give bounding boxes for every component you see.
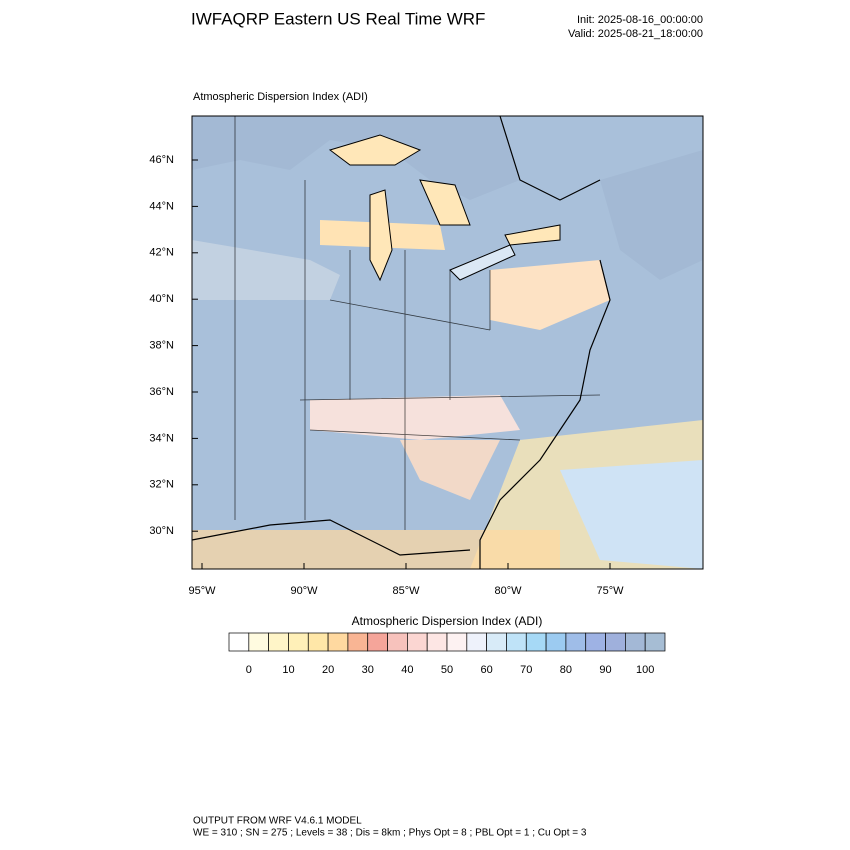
colorbar: 0 10 20 30 40 50 60 70 80 90 100 <box>228 632 666 676</box>
colorbar-box <box>545 632 567 652</box>
lat-label: 46°N <box>149 154 174 166</box>
colorbar-label: 40 <box>401 664 413 676</box>
map-frame <box>191 115 704 570</box>
lat-label: 44°N <box>149 200 174 212</box>
state-borders <box>234 116 601 530</box>
lake-ontario <box>504 224 561 246</box>
colorbar-label: 90 <box>599 664 611 676</box>
colorbar-box <box>228 632 250 652</box>
map <box>191 115 704 570</box>
lat-label: 40°N <box>149 293 174 305</box>
lake-michigan <box>369 189 393 282</box>
map-subtitle: Atmospheric Dispersion Index (ADI) <box>193 91 368 103</box>
colorbar-box <box>347 632 369 652</box>
colorbar-box <box>644 632 666 652</box>
coastline <box>191 115 611 569</box>
colorbar-box <box>248 632 269 652</box>
ocean-light <box>560 460 703 569</box>
ticks: 46°N 44°N 42°N 40°N 38°N 36°N 34°N 32°N 30°N 95°W… <box>149 154 624 597</box>
lake-erie <box>449 244 516 281</box>
colorbar-label: 10 <box>282 664 294 676</box>
lon-label: 75°W <box>596 585 624 597</box>
colorbar-box <box>387 632 408 652</box>
colorbar-label: 60 <box>481 664 493 676</box>
colorbar-box <box>367 632 388 652</box>
colorbar-label: 30 <box>362 664 374 676</box>
lat-label: 30°N <box>149 525 174 537</box>
colorbar-box <box>426 632 448 652</box>
lat-label: 32°N <box>149 479 174 491</box>
colorbar-box <box>585 632 606 652</box>
colorbar-box <box>525 632 547 652</box>
colorbar-box <box>565 632 587 652</box>
colorbar-box <box>625 632 646 652</box>
band-west <box>192 240 340 300</box>
lon-label: 80°W <box>494 585 522 597</box>
lat-label: 34°N <box>149 432 174 444</box>
title: IWFAQRP Eastern US Real Time WRF <box>191 9 485 28</box>
lake-huron <box>419 179 471 226</box>
colorbar-box <box>605 632 626 652</box>
lat-label: 36°N <box>149 386 174 398</box>
colorbar-box <box>446 632 468 652</box>
band-ga <box>400 440 500 500</box>
colorbar-label: 20 <box>322 664 334 676</box>
colorbar-label: 80 <box>560 664 572 676</box>
footer-line2: WE = 310 ; SN = 275 ; Levels = 38 ; Dis … <box>193 828 587 839</box>
valid-time: Valid: 2025-08-21_18:00:00 <box>568 28 703 40</box>
colorbar-label: 0 <box>246 664 252 676</box>
colorbar-box <box>288 632 309 652</box>
lat-label: 42°N <box>149 247 174 259</box>
colorbar-label: 70 <box>520 664 532 676</box>
new-england <box>600 150 703 280</box>
land-north <box>192 116 520 200</box>
band-pa <box>490 260 610 330</box>
footer-line1: OUTPUT FROM WRF V4.6.1 MODEL <box>193 816 362 827</box>
colorbar-box <box>466 632 487 652</box>
colorbar-label: 100 <box>636 664 654 676</box>
band-tn <box>310 395 520 440</box>
colorbar-title: Atmospheric Dispersion Index (ADI) <box>352 614 543 628</box>
gulf <box>192 530 560 569</box>
lat-label: 38°N <box>149 340 174 352</box>
colorbar-box <box>307 632 329 652</box>
colorbar-box <box>327 632 349 652</box>
lon-label: 90°W <box>290 585 318 597</box>
lon-label: 95°W <box>188 585 216 597</box>
colorbar-box <box>407 632 428 652</box>
colorbar-box <box>486 632 507 652</box>
lake-superior <box>328 134 422 166</box>
init-time: Init: 2025-08-16_00:00:00 <box>577 14 703 26</box>
lon-label: 85°W <box>392 585 420 597</box>
colorbar-box <box>506 632 527 652</box>
colorbar-box <box>268 632 289 652</box>
colorbar-label: 50 <box>441 664 453 676</box>
